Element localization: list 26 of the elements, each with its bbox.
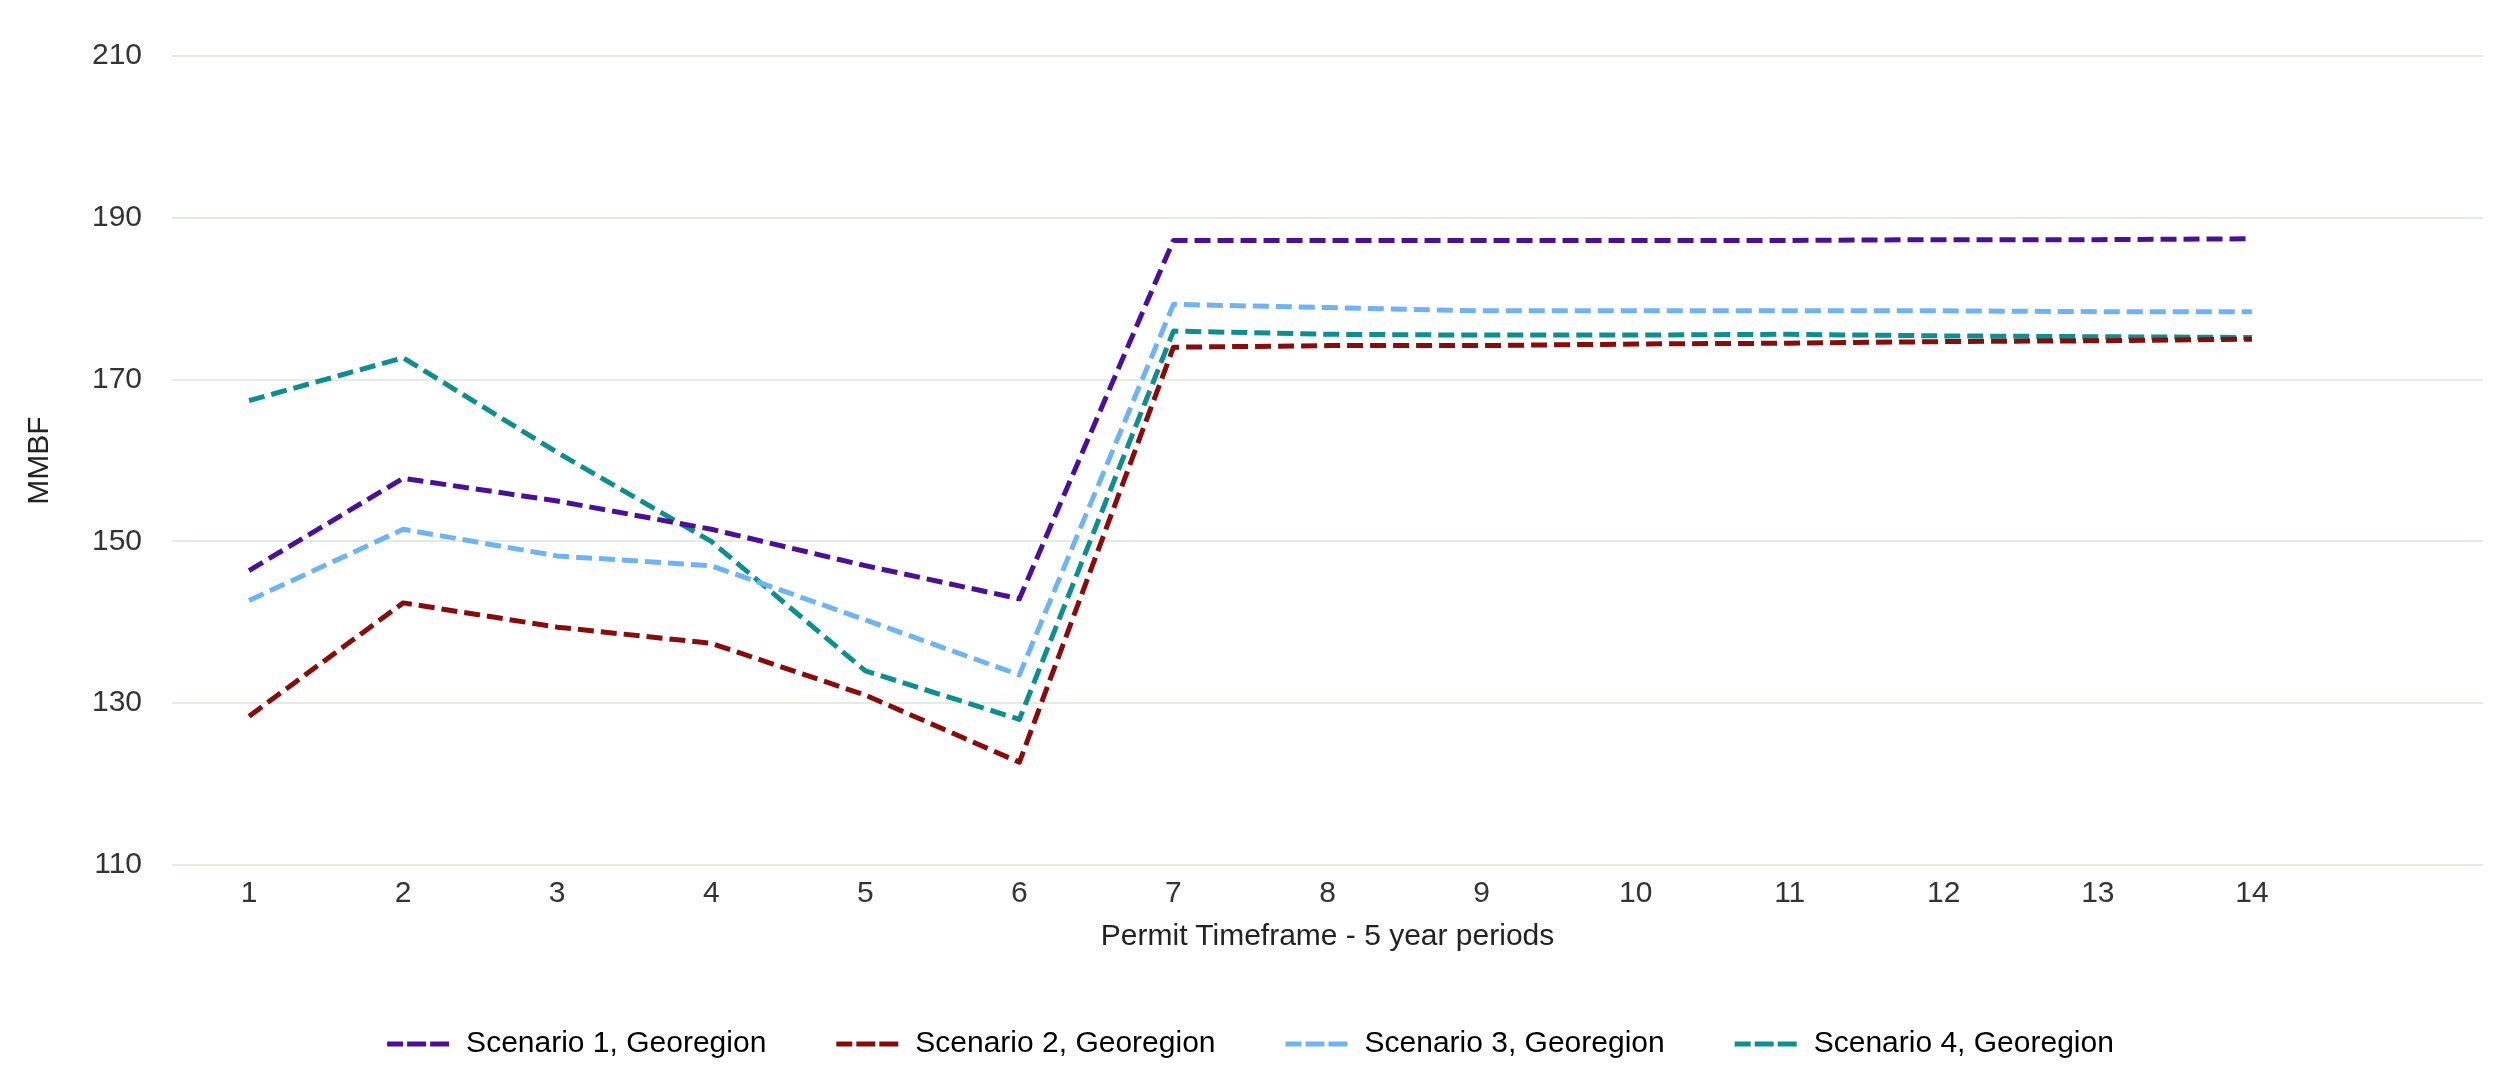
y-axis-title: MMBF: [21, 416, 55, 505]
y-tick-label: 110: [94, 846, 143, 880]
y-tick-label: 150: [91, 522, 143, 556]
legend-label: Scenario 2, Georegion: [915, 1025, 1216, 1059]
x-tick-label: 9: [1473, 875, 1490, 909]
y-tick-label: 170: [91, 360, 143, 394]
y-tick-label: 210: [91, 37, 143, 71]
y-tick-label: 130: [91, 684, 143, 718]
x-tick-label: 13: [2081, 875, 2115, 909]
legend-label: Scenario 1, Georegion: [466, 1025, 767, 1059]
x-tick-label: 8: [1319, 875, 1336, 909]
x-tick-label: 6: [1011, 875, 1028, 909]
x-tick-label: 7: [1165, 875, 1182, 909]
x-tick-label: 5: [856, 875, 874, 909]
x-tick-label: 4: [702, 875, 720, 909]
legend-label: Scenario 4, Georegion: [1813, 1025, 2114, 1059]
x-tick-label: 12: [1927, 875, 1961, 909]
x-tick-label: 1: [240, 875, 258, 909]
x-axis-title: Permit Timeframe - 5 year periods: [1100, 918, 1555, 952]
x-tick-label: 3: [548, 875, 566, 909]
x-tick-label: 2: [394, 875, 412, 909]
y-tick-label: 190: [91, 199, 143, 233]
x-tick-label: 14: [2235, 875, 2269, 909]
legend-label: Scenario 3, Georegion: [1364, 1025, 1665, 1059]
x-tick-label: 11: [1774, 875, 1806, 909]
x-tick-label: 10: [1618, 875, 1653, 909]
